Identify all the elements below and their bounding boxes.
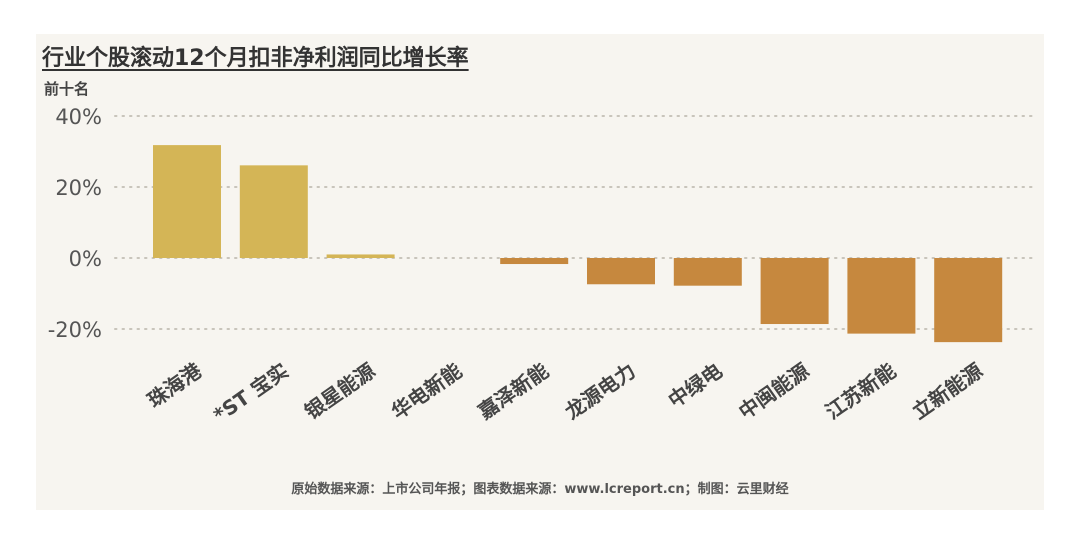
- bar: [239, 165, 308, 258]
- bar: [673, 258, 742, 286]
- x-category-label: 江苏新能: [821, 358, 900, 424]
- x-category-label: 中闽能源: [734, 358, 813, 424]
- y-tick-label: 40%: [55, 105, 102, 129]
- bar: [587, 258, 655, 285]
- chart-title: 行业个股滚动12个月扣非净利润同比增长率: [42, 46, 469, 71]
- x-category-label: 珠海港: [143, 358, 207, 413]
- bar: [847, 258, 916, 334]
- bar: [326, 254, 395, 258]
- bar: [500, 258, 569, 265]
- x-category-label: 中绿电: [664, 358, 727, 412]
- x-category-label: 银星能源: [300, 358, 379, 424]
- x-category-label: 华电新能: [387, 358, 466, 424]
- x-category-label: 立新能源: [908, 358, 987, 424]
- bar: [934, 258, 1003, 343]
- bar: [760, 258, 829, 325]
- x-category-label: 龙源电力: [561, 358, 640, 424]
- y-tick-label: -20%: [48, 318, 102, 342]
- y-axis-ticks: 40% 20% 0% -20%: [48, 105, 102, 342]
- bars: [153, 145, 1003, 343]
- x-category-label: 嘉泽新能: [473, 358, 553, 424]
- bar: [153, 145, 221, 258]
- source-note: 原始数据来源：上市公司年报；图表数据来源：www.lcreport.cn；制图：…: [291, 482, 789, 497]
- x-axis-labels: 珠海港 *ST 宝实 银星能源 华电新能 嘉泽新能 龙源电力 中绿电 中闽能源 江苏新能 立新能源: [143, 358, 987, 427]
- x-category-label: *ST 宝实: [209, 358, 293, 427]
- y-tick-label: 0%: [69, 247, 102, 271]
- chart-subtitle: 前十名: [44, 80, 90, 98]
- y-tick-label: 20%: [55, 176, 102, 200]
